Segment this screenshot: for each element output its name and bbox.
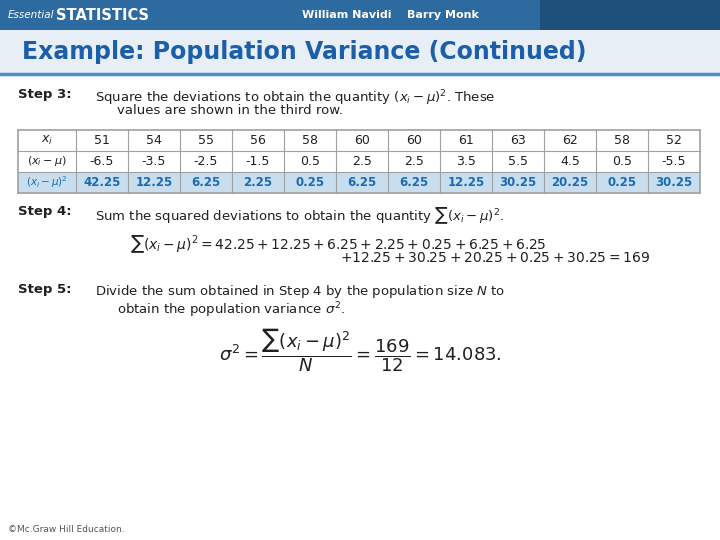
Text: 0.25: 0.25 <box>608 176 636 189</box>
Text: STATISTICS: STATISTICS <box>56 8 149 23</box>
Text: 2.25: 2.25 <box>243 176 273 189</box>
Text: 0.5: 0.5 <box>612 155 632 168</box>
Text: 0.5: 0.5 <box>300 155 320 168</box>
Text: 56: 56 <box>250 134 266 147</box>
Text: 12.25: 12.25 <box>135 176 173 189</box>
Text: 30.25: 30.25 <box>500 176 536 189</box>
Text: 54: 54 <box>146 134 162 147</box>
Text: Example: Population Variance (Continued): Example: Population Variance (Continued) <box>22 40 587 64</box>
Text: -5.5: -5.5 <box>662 155 686 168</box>
Text: 6.25: 6.25 <box>400 176 428 189</box>
Text: $x_i$: $x_i$ <box>41 134 53 147</box>
Text: $(x_i - \mu)$: $(x_i - \mu)$ <box>27 154 67 168</box>
Text: 4.5: 4.5 <box>560 155 580 168</box>
Text: 62: 62 <box>562 134 578 147</box>
Text: $\sum(x_i - \mu)^2 = 42.25 + 12.25 + 6.25 + 2.25 + 0.25 + 6.25 + 6.25$: $\sum(x_i - \mu)^2 = 42.25 + 12.25 + 6.2… <box>130 233 546 255</box>
Text: Divide the sum obtained in Step 4 by the population size $N$ to: Divide the sum obtained in Step 4 by the… <box>95 283 505 300</box>
Text: -1.5: -1.5 <box>246 155 270 168</box>
Bar <box>0 0 720 30</box>
Text: $\sigma^2 = \dfrac{\sum(x_i-\mu)^2}{N} = \dfrac{169}{12} = 14.083.$: $\sigma^2 = \dfrac{\sum(x_i-\mu)^2}{N} =… <box>219 327 501 374</box>
Text: $+12.25 + 30.25 + 20.25 + 0.25 + 30.25 = 169$: $+12.25 + 30.25 + 20.25 + 0.25 + 30.25 =… <box>340 251 650 265</box>
Text: ©Mc.Graw Hill Education.: ©Mc.Graw Hill Education. <box>8 525 125 534</box>
Text: 63: 63 <box>510 134 526 147</box>
Text: 60: 60 <box>354 134 370 147</box>
Text: 2.5: 2.5 <box>352 155 372 168</box>
Text: Essential: Essential <box>8 10 55 20</box>
Text: 6.25: 6.25 <box>192 176 220 189</box>
Text: Step 4:: Step 4: <box>18 205 71 218</box>
Bar <box>540 0 720 30</box>
Text: $(x_i - \mu)^2$: $(x_i - \mu)^2$ <box>26 174 68 191</box>
Text: 58: 58 <box>302 134 318 147</box>
Text: 2.5: 2.5 <box>404 155 424 168</box>
Text: 51: 51 <box>94 134 110 147</box>
Text: 60: 60 <box>406 134 422 147</box>
Text: Sum the squared deviations to obtain the quantity $\sum(x_i - \mu)^2$.: Sum the squared deviations to obtain the… <box>95 205 504 226</box>
Text: obtain the population variance $\sigma^2$.: obtain the population variance $\sigma^2… <box>117 300 345 320</box>
Text: Step 5:: Step 5: <box>18 283 71 296</box>
Text: 55: 55 <box>198 134 214 147</box>
Text: 5.5: 5.5 <box>508 155 528 168</box>
Text: 6.25: 6.25 <box>347 176 377 189</box>
Text: -6.5: -6.5 <box>90 155 114 168</box>
Text: 42.25: 42.25 <box>84 176 121 189</box>
Text: 61: 61 <box>458 134 474 147</box>
Text: 30.25: 30.25 <box>655 176 693 189</box>
Text: values are shown in the third row.: values are shown in the third row. <box>117 104 343 117</box>
Text: 12.25: 12.25 <box>447 176 485 189</box>
Text: William Navidi    Barry Monk: William Navidi Barry Monk <box>302 10 478 20</box>
Text: 58: 58 <box>614 134 630 147</box>
Text: 52: 52 <box>666 134 682 147</box>
Bar <box>18 172 700 193</box>
Text: 0.25: 0.25 <box>295 176 325 189</box>
Text: Square the deviations to obtain the quantity $(x_i - \mu)^2$. These: Square the deviations to obtain the quan… <box>95 88 495 107</box>
Text: -3.5: -3.5 <box>142 155 166 168</box>
Bar <box>0 30 720 74</box>
Text: 20.25: 20.25 <box>552 176 589 189</box>
Text: Step 3:: Step 3: <box>18 88 71 101</box>
Text: -2.5: -2.5 <box>194 155 218 168</box>
Text: 3.5: 3.5 <box>456 155 476 168</box>
